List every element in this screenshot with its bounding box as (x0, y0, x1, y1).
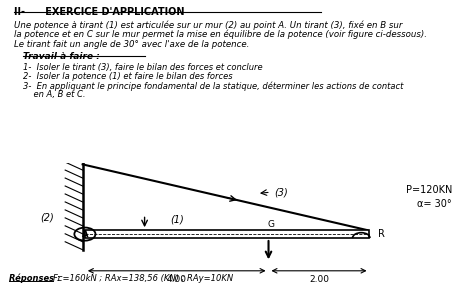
Text: (3): (3) (274, 187, 288, 197)
Text: (2): (2) (40, 212, 54, 222)
Text: P=120KN: P=120KN (406, 185, 452, 195)
Text: en A, B et C.: en A, B et C. (23, 90, 85, 99)
Text: 1-  Isoler le tirant (3), faire le bilan des forces et conclure: 1- Isoler le tirant (3), faire le bilan … (23, 63, 263, 72)
Text: A: A (82, 230, 88, 239)
Text: (1): (1) (170, 214, 184, 224)
Bar (85, 230, 369, 238)
Text: Réponses :: Réponses : (9, 273, 63, 283)
Text: II-      EXERCICE D'APPLICATION: II- EXERCICE D'APPLICATION (14, 7, 184, 17)
Text: 2.00: 2.00 (309, 275, 329, 284)
Text: la potence et en C sur le mur permet la mise en équilibre de la potence (voir fi: la potence et en C sur le mur permet la … (14, 30, 427, 40)
Text: 3-  En appliquant le principe fondamental de la statique, déterminer les actions: 3- En appliquant le principe fondamental… (23, 81, 403, 91)
Text: 2-  Isoler la potence (1) et faire le bilan des forces: 2- Isoler la potence (1) et faire le bil… (23, 72, 233, 81)
Text: Fc=160kN ; RAx=138,56 (KN) ; RAy=10KN: Fc=160kN ; RAx=138,56 (KN) ; RAy=10KN (53, 274, 233, 283)
Text: α= 30°: α= 30° (418, 199, 452, 209)
Text: Le tirant fait un angle de 30° avec l'axe de la potence.: Le tirant fait un angle de 30° avec l'ax… (14, 40, 249, 49)
Text: Une potence à tirant (1) est articulée sur ur mur (2) au point A. Un tirant (3),: Une potence à tirant (1) est articulée s… (14, 20, 402, 30)
Text: R: R (378, 229, 385, 239)
Text: 4.00: 4.00 (167, 275, 187, 284)
Text: Travail à faire :: Travail à faire : (23, 52, 100, 61)
Text: G: G (267, 220, 274, 229)
